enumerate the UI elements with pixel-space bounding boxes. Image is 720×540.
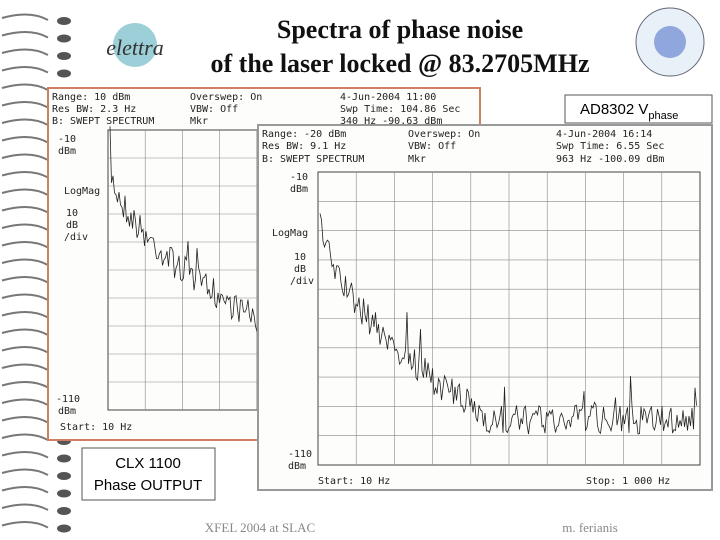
axis-label: LogMag [64,186,100,197]
ring [1,101,49,109]
ring [1,171,49,179]
plots: Range: 10 dBm Overswep: On 4-Jun-2004 11:0… [47,87,713,491]
ring [1,398,49,406]
annotation: Phase OUTPUT [94,477,202,494]
ring [1,31,49,39]
annotation: CLX 1100 [115,455,181,472]
ring [1,188,49,196]
hole [57,34,71,43]
axis-label: -10 [58,134,76,145]
hole [57,489,71,498]
axis-label: 10 [294,252,306,263]
header-text: 963 Hz -100.09 dBm [556,154,664,165]
ring [1,83,49,91]
header-text: Overswep: On [408,129,480,140]
header-text: B: SWEPT SPECTRUM [262,154,364,165]
hole [57,524,71,533]
ring [1,206,49,214]
annotation: AD8302 Vphase [580,101,678,122]
hole [57,17,71,25]
ring [1,13,49,21]
plot-frame [257,124,713,491]
ring [1,416,49,424]
ring [1,66,49,74]
logo-text: elettra [106,35,163,60]
axis-label: dB [294,264,306,275]
axis-label: /div [64,232,88,243]
header-text: 4-Jun-2004 16:14 [556,129,652,140]
header-text: VBW: Off [190,104,238,115]
annotation-text: AD8302 V [580,101,648,118]
title-line: Spectra of phase noise [277,15,523,44]
header-text: Swp Time: 104.86 Sec [340,104,460,115]
ring [1,486,49,494]
annotation-box [81,447,216,501]
header-text: Swp Time: 6.55 Sec [556,141,664,152]
header-text: VBW: Off [408,141,456,152]
axis-label: dBm [288,461,306,472]
header-text: Mkr [408,154,426,165]
axis-label: Start: 10 Hz [60,422,132,433]
axis-label: dBm [58,146,76,157]
ring [1,258,49,266]
ring [1,311,49,319]
hole [57,472,71,480]
ring [1,433,49,441]
ring [1,118,49,126]
axis-label: dBm [58,406,76,417]
hole [57,69,71,78]
header-text: Range: 10 dBm [52,92,130,103]
hole [57,454,71,463]
header-text: 340 Hz -90.63 dBm [340,116,442,127]
ring [1,363,49,371]
axis-label: Start: 10 Hz [318,476,390,487]
axis-label: /div [290,276,314,287]
axis-label: 10 [66,208,78,219]
ring [1,451,49,459]
axis-label: Stop: 1 000 Hz [586,476,670,487]
footer-left: XFEL 2004 at SLAC [205,520,315,535]
logo-mark [113,23,157,67]
spectrum-plot: Range: -20 dBm Overswep: On 4-Jun-2004 16:… [257,124,713,491]
footer-right: m. ferianis [562,520,618,535]
ring [1,503,49,511]
title-line: of the laser locked @ 83.2705MHz [211,49,590,78]
ring [1,328,49,336]
header-text: Overswep: On [190,92,262,103]
ring [1,223,49,231]
header-text: Mkr [190,116,208,127]
axis-label: LogMag [272,228,308,239]
ring [1,293,49,301]
hole [57,507,71,515]
ring [1,468,49,476]
annotation-box [564,94,713,124]
ring [1,136,49,144]
axis-label: dB [66,220,78,231]
ring [1,381,49,389]
hole [57,52,71,60]
workshop-logo-core [654,26,686,58]
header-text: 4-Jun-2004 11:00 [340,92,436,103]
ring [1,153,49,161]
header-text: Range: -20 dBm [262,129,346,140]
header-text: B: SWEPT SPECTRUM [52,116,154,127]
trace [319,213,697,435]
ring [1,346,49,354]
annotation-subscript: phase [648,110,678,122]
header-text: Res BW: 9.1 Hz [262,141,346,152]
axis-label: -110 [288,449,312,460]
ring [1,276,49,284]
ring [1,48,49,56]
ring [1,521,49,529]
ring [1,241,49,249]
axis-label: -10 [290,172,308,183]
header-text: Res BW: 2.3 Hz [52,104,136,115]
axis-label: -110 [56,394,80,405]
axis-label: dBm [290,184,308,195]
